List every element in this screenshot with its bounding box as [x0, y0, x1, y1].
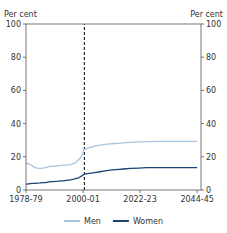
y-axis-label: Per cent: [4, 10, 37, 19]
y2-tick-label: 0: [206, 186, 211, 195]
x-tick-label: 2044-45: [180, 195, 213, 204]
legend-swatch: [64, 220, 80, 222]
plot-frame: [26, 24, 201, 190]
y2-tick-label: 100: [206, 20, 221, 29]
y2-tick-label: 20: [206, 153, 216, 162]
y-tick-label: 40: [11, 120, 21, 129]
y2-tick: [201, 90, 204, 91]
legend-swatch: [113, 220, 129, 222]
y2-tick-label: 80: [206, 53, 216, 62]
y-tick-label: 100: [6, 20, 21, 29]
x-tick-label: 1978-79: [9, 195, 42, 204]
x-tick: [140, 190, 141, 193]
y-tick: [23, 123, 26, 124]
plot-area: [26, 24, 197, 190]
x-tick-label: 2022-23: [123, 195, 156, 204]
y2-tick-label: 40: [206, 120, 216, 129]
y2-tick: [201, 57, 204, 58]
y2-tick: [201, 190, 204, 191]
y-tick-label: 0: [16, 186, 21, 195]
y-tick: [23, 57, 26, 58]
legend-label: Men: [84, 217, 101, 226]
legend-label: Women: [133, 217, 163, 226]
y-tick: [23, 156, 26, 157]
y-tick-label: 80: [11, 53, 21, 62]
y-tick-label: 20: [11, 153, 21, 162]
y2-axis-label: Per cent: [190, 10, 223, 19]
reference-line: [84, 24, 85, 190]
x-tick: [197, 190, 198, 193]
y2-tick: [201, 156, 204, 157]
chart: 0 20 40 60 80 100 0 20 40 60 80 100 1978-79 2000-01 20…: [0, 0, 227, 233]
legend-item: Men: [64, 217, 101, 226]
series-line: [26, 168, 197, 185]
y-tick: [23, 190, 26, 191]
x-tick: [83, 190, 84, 193]
y-tick: [23, 90, 26, 91]
legend-item: Women: [113, 217, 163, 226]
x-tick-label: 2000-01: [66, 195, 99, 204]
series-line: [26, 141, 197, 168]
x-tick: [26, 190, 27, 193]
y2-tick-label: 60: [206, 86, 216, 95]
y2-tick: [201, 123, 204, 124]
legend: Men Women: [64, 217, 163, 226]
y2-tick: [201, 24, 204, 25]
y-tick-label: 60: [11, 86, 21, 95]
y-tick: [23, 24, 26, 25]
